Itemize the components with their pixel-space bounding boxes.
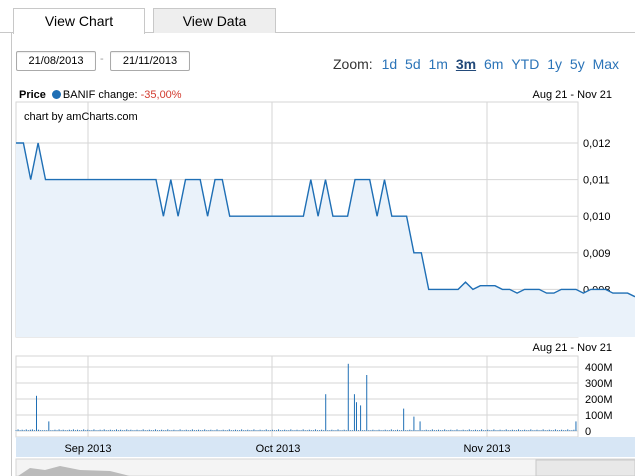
x-tick-label: Nov 2013 — [463, 443, 510, 455]
period-label: Aug 21 - Nov 21 — [532, 89, 613, 101]
x-tick-label: Sep 2013 — [64, 443, 111, 455]
price-area-fill — [16, 143, 635, 337]
price-y-tick-label: 0,010 — [583, 211, 611, 223]
zoom-bar: Zoom: 1d 5d 1m 3m 6m YTD 1y 5y Max — [333, 56, 621, 76]
legend-series-name[interactable]: BANIF — [62, 89, 96, 101]
chart-credit[interactable]: chart by amCharts.com — [24, 111, 138, 123]
price-y-tick-label: 0,009 — [583, 248, 611, 260]
scroller-handle — [535, 459, 635, 476]
volume-y-tick-label: 100M — [585, 410, 613, 422]
date-separator: - — [100, 53, 104, 65]
legend: Price BANIF change: -35,00% — [19, 89, 182, 101]
tab-baseline — [0, 32, 635, 33]
zoom-options: 1d 5d 1m 3m 6m YTD 1y 5y Max — [380, 56, 621, 72]
legend-title: Price — [19, 89, 46, 101]
zoom-label: Zoom: — [333, 56, 373, 72]
tab-view-data[interactable]: View Data — [153, 8, 276, 33]
volume-y-tick-label: 0 — [585, 426, 591, 438]
scroller — [15, 458, 635, 476]
legend-change-label: change: — [98, 89, 138, 101]
zoom-option-max[interactable]: Max — [592, 56, 620, 72]
volume-y-tick-label: 400M — [585, 362, 613, 374]
zoom-option-5y[interactable]: 5y — [569, 56, 585, 72]
zoom-option-6m[interactable]: 6m — [483, 56, 504, 72]
price-y-tick-label: 0,012 — [583, 138, 611, 150]
scroller-preview — [18, 466, 130, 476]
x-axis-band — [16, 437, 635, 457]
volume-y-tick-label: 300M — [585, 378, 613, 390]
volume-period-label: Aug 21 - Nov 21 — [532, 342, 613, 354]
x-tick-label: Oct 2013 — [256, 443, 301, 455]
date-to-input[interactable]: 21/11/2013 — [110, 51, 190, 71]
volume-y-tick-label: 200M — [585, 394, 613, 406]
zoom-option-1m[interactable]: 1m — [428, 56, 448, 72]
zoom-option-3m[interactable]: 3m — [455, 56, 477, 72]
zoom-option-5d[interactable]: 5d — [405, 56, 421, 72]
legend-change-value: -35,00% — [140, 89, 182, 101]
date-from-input[interactable]: 21/08/2013 — [16, 51, 96, 71]
tab-bar: View Chart View Data — [0, 0, 635, 34]
chart-frame — [11, 33, 635, 476]
series-dot-icon — [51, 90, 61, 99]
tab-view-chart[interactable]: View Chart — [13, 8, 145, 34]
zoom-option-1d[interactable]: 1d — [381, 56, 398, 72]
price-y-tick-label: 0,011 — [583, 175, 610, 187]
volume-plot-area — [15, 355, 579, 438]
zoom-option-ytd[interactable]: YTD — [511, 56, 540, 72]
zoom-option-1y[interactable]: 1y — [547, 56, 563, 72]
price-series-line — [16, 142, 635, 298]
